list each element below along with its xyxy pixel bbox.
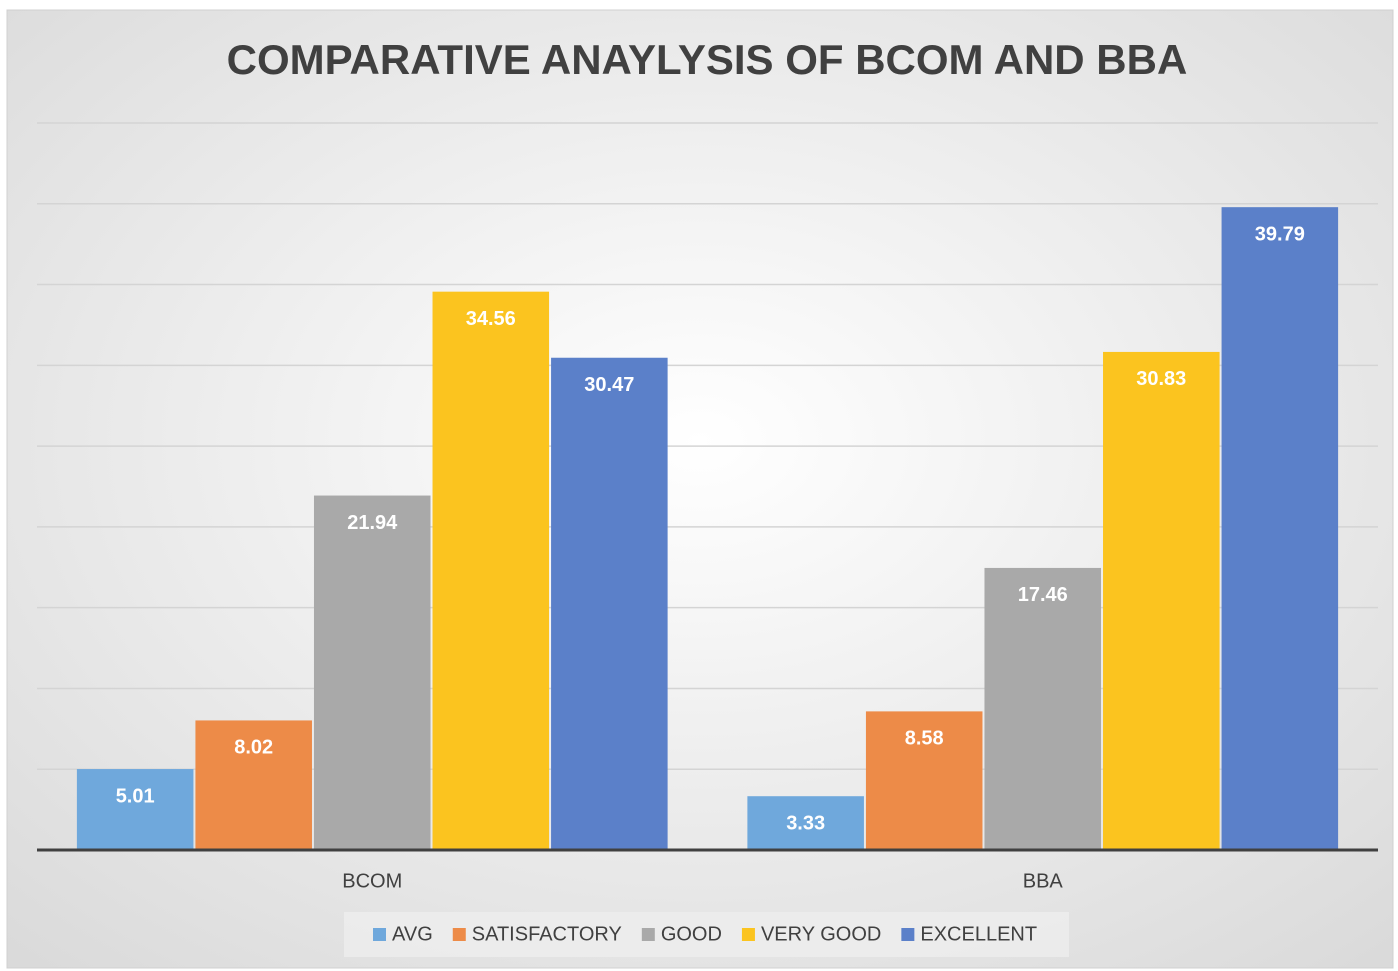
legend-swatch	[741, 928, 755, 941]
bar	[1103, 351, 1220, 850]
legend-label: SATISFACTORY	[472, 923, 622, 945]
legend-label: VERY GOOD	[761, 923, 881, 945]
bar	[1221, 207, 1339, 851]
data-label: 8.58	[905, 728, 944, 750]
legend-swatch	[452, 928, 466, 941]
legend-swatch	[373, 928, 386, 941]
data-label: 30.83	[1136, 368, 1186, 390]
data-label: 21.94	[347, 512, 398, 534]
legend-label: AVG	[392, 923, 433, 945]
x-tick-label: BBA	[1023, 870, 1064, 892]
data-label: 30.47	[584, 374, 634, 396]
bar	[76, 769, 194, 850]
data-label: 5.01	[116, 785, 155, 807]
bar	[865, 711, 983, 850]
data-label: 3.33	[786, 812, 825, 834]
bar	[195, 720, 312, 850]
x-tick-label: BCOM	[342, 870, 402, 892]
chart-title: COMPARATIVE ANAYLYSIS OF BCOM AND BBA	[227, 36, 1188, 83]
legend-label: GOOD	[661, 923, 722, 945]
bar	[551, 357, 668, 850]
legend-swatch	[641, 928, 655, 941]
bar	[747, 796, 864, 850]
data-label: 34.56	[466, 308, 516, 330]
data-label: 17.46	[1018, 584, 1068, 606]
data-label: 39.79	[1255, 223, 1305, 245]
bar	[984, 567, 1102, 850]
legend-swatch	[901, 928, 915, 941]
legend-label: EXCELLENT	[920, 923, 1037, 945]
bar	[313, 495, 431, 850]
data-label: 8.02	[234, 737, 273, 759]
bar	[432, 291, 550, 850]
